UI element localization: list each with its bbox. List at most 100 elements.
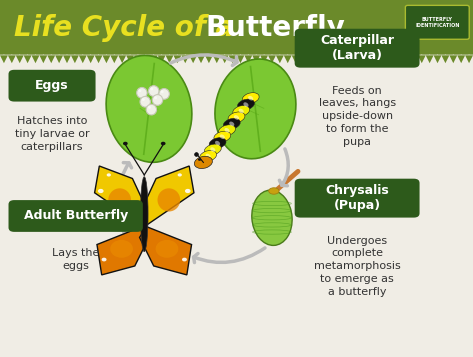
- Polygon shape: [228, 55, 236, 63]
- Ellipse shape: [200, 151, 217, 161]
- FancyBboxPatch shape: [9, 200, 143, 232]
- Ellipse shape: [223, 119, 240, 129]
- Ellipse shape: [140, 177, 148, 252]
- Polygon shape: [142, 55, 150, 63]
- Polygon shape: [418, 55, 426, 63]
- Ellipse shape: [156, 240, 178, 258]
- FancyBboxPatch shape: [295, 29, 420, 68]
- Ellipse shape: [108, 188, 131, 211]
- Ellipse shape: [219, 125, 236, 136]
- Ellipse shape: [248, 96, 253, 101]
- Polygon shape: [166, 55, 174, 63]
- Ellipse shape: [204, 144, 221, 155]
- Polygon shape: [150, 55, 158, 63]
- Text: Feeds on
leaves, hangs
upside-down
to form the
pupa: Feeds on leaves, hangs upside-down to fo…: [318, 86, 396, 147]
- Ellipse shape: [150, 87, 153, 90]
- Ellipse shape: [220, 134, 225, 139]
- Polygon shape: [63, 55, 71, 63]
- Ellipse shape: [106, 55, 192, 162]
- Ellipse shape: [234, 115, 239, 120]
- Polygon shape: [299, 55, 307, 63]
- Ellipse shape: [161, 90, 164, 93]
- Ellipse shape: [182, 258, 187, 261]
- Ellipse shape: [178, 174, 182, 177]
- Polygon shape: [323, 55, 331, 63]
- Ellipse shape: [239, 109, 244, 114]
- Polygon shape: [97, 227, 149, 275]
- Polygon shape: [140, 227, 192, 275]
- Polygon shape: [205, 55, 213, 63]
- Polygon shape: [315, 55, 323, 63]
- Polygon shape: [181, 55, 189, 63]
- Polygon shape: [339, 55, 347, 63]
- Polygon shape: [39, 55, 47, 63]
- Ellipse shape: [102, 258, 106, 261]
- Polygon shape: [370, 55, 378, 63]
- Polygon shape: [434, 55, 441, 63]
- Polygon shape: [347, 55, 355, 63]
- Ellipse shape: [269, 188, 279, 194]
- Ellipse shape: [228, 112, 245, 123]
- Polygon shape: [79, 55, 87, 63]
- Ellipse shape: [198, 159, 201, 161]
- Ellipse shape: [161, 142, 166, 145]
- Polygon shape: [0, 55, 8, 63]
- Ellipse shape: [215, 141, 220, 146]
- Polygon shape: [355, 55, 363, 63]
- FancyBboxPatch shape: [295, 179, 420, 218]
- Ellipse shape: [242, 93, 259, 104]
- Polygon shape: [245, 55, 252, 63]
- Polygon shape: [292, 55, 299, 63]
- Text: Undergoes
complete
metamorphosis
to emerge as
a butterfly: Undergoes complete metamorphosis to emer…: [314, 236, 401, 297]
- Polygon shape: [189, 55, 197, 63]
- Text: Life Cycle of a: Life Cycle of a: [14, 14, 244, 42]
- Polygon shape: [252, 55, 260, 63]
- Ellipse shape: [140, 96, 150, 107]
- Polygon shape: [276, 55, 284, 63]
- Polygon shape: [449, 55, 457, 63]
- Polygon shape: [386, 55, 394, 63]
- Text: Eggs: Eggs: [35, 79, 69, 92]
- Polygon shape: [441, 55, 449, 63]
- Polygon shape: [95, 166, 147, 227]
- Polygon shape: [8, 55, 16, 63]
- Ellipse shape: [137, 87, 147, 98]
- Ellipse shape: [252, 190, 292, 245]
- Polygon shape: [110, 55, 118, 63]
- Ellipse shape: [98, 189, 104, 193]
- Polygon shape: [16, 55, 24, 63]
- Text: Adult Butterfly: Adult Butterfly: [24, 210, 128, 222]
- Polygon shape: [213, 55, 221, 63]
- Ellipse shape: [146, 104, 157, 115]
- Ellipse shape: [210, 147, 215, 152]
- Ellipse shape: [206, 154, 210, 159]
- Polygon shape: [95, 55, 103, 63]
- Ellipse shape: [149, 86, 159, 96]
- Ellipse shape: [215, 59, 296, 159]
- Polygon shape: [24, 55, 32, 63]
- Text: Butterfly: Butterfly: [206, 14, 346, 42]
- Text: BUTTERFLY
IDENTIFICATION: BUTTERFLY IDENTIFICATION: [415, 16, 460, 28]
- Polygon shape: [142, 166, 194, 227]
- Polygon shape: [268, 55, 276, 63]
- Polygon shape: [197, 55, 205, 63]
- Polygon shape: [47, 55, 55, 63]
- Polygon shape: [331, 55, 339, 63]
- Ellipse shape: [159, 89, 169, 99]
- Polygon shape: [236, 55, 245, 63]
- Polygon shape: [465, 55, 473, 63]
- Polygon shape: [307, 55, 315, 63]
- Ellipse shape: [142, 98, 145, 101]
- FancyBboxPatch shape: [0, 0, 473, 55]
- Polygon shape: [32, 55, 39, 63]
- Text: Lays the
eggs: Lays the eggs: [52, 248, 99, 271]
- FancyBboxPatch shape: [405, 5, 469, 39]
- Polygon shape: [457, 55, 465, 63]
- Ellipse shape: [106, 174, 111, 177]
- Polygon shape: [410, 55, 418, 63]
- Polygon shape: [260, 55, 268, 63]
- Text: Caterpillar
(Larva): Caterpillar (Larva): [320, 34, 394, 62]
- Ellipse shape: [139, 89, 141, 92]
- Polygon shape: [221, 55, 228, 63]
- Polygon shape: [174, 55, 181, 63]
